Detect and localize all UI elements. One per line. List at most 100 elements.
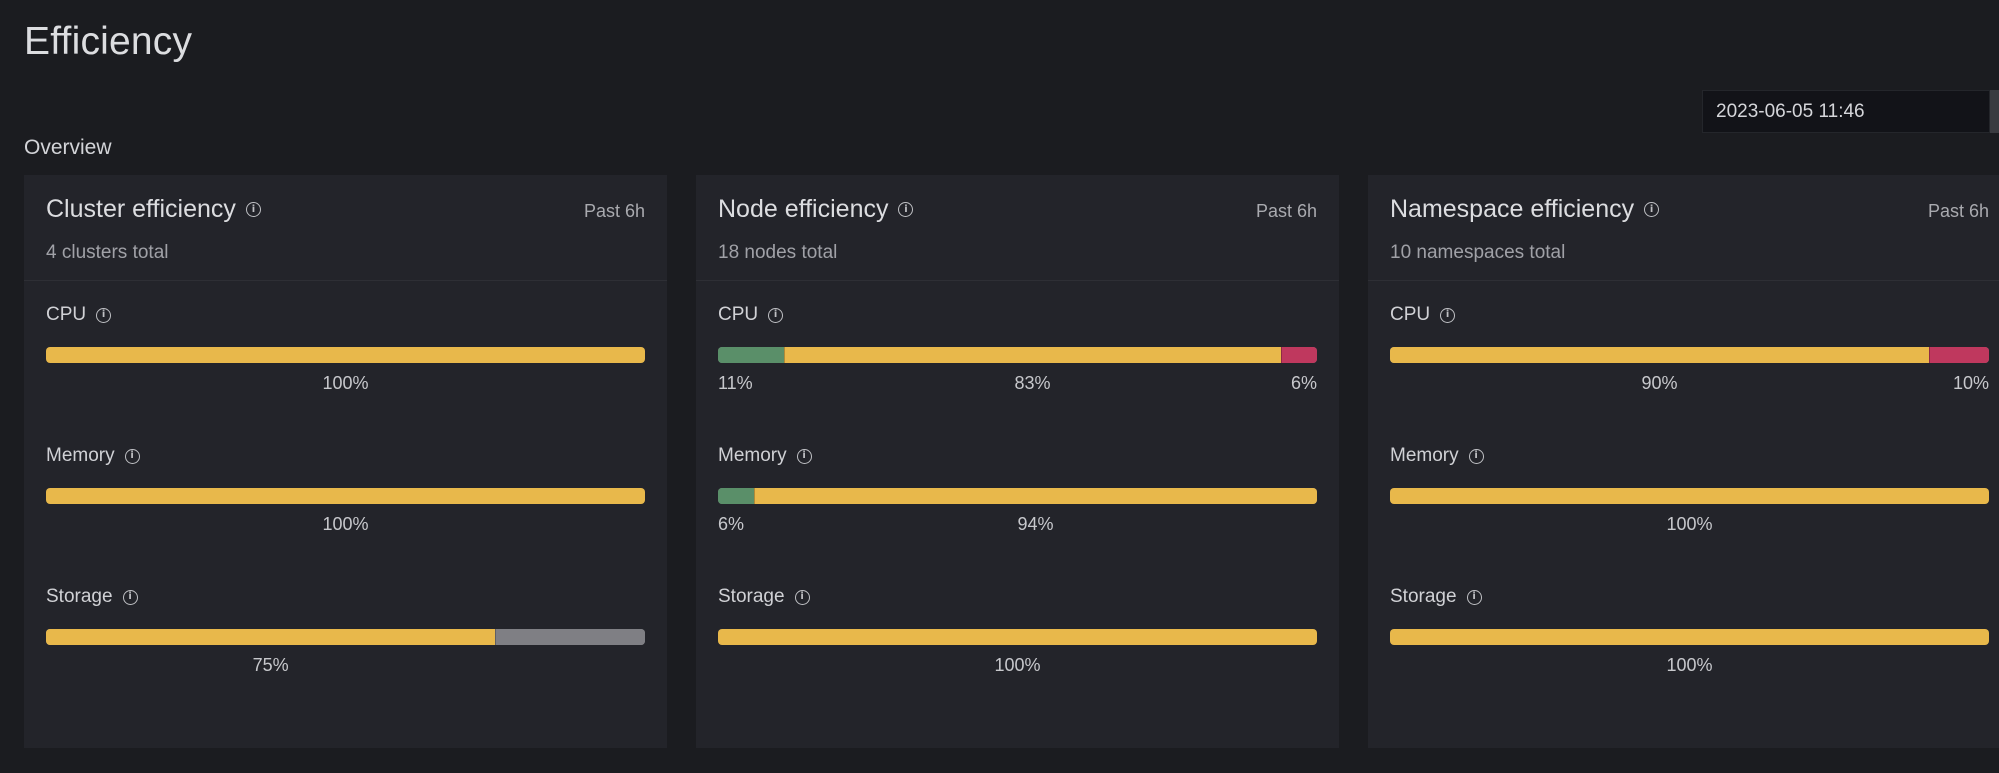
metric-label: Storage [718,586,785,607]
panel-header: Namespace efficiency i Past 6h 10 namesp… [1368,175,1999,281]
bar-labels: 100% [46,514,645,538]
panel-subtitle: 18 nodes total [718,242,838,263]
efficiency-bar [1390,347,1989,363]
panel-title: Cluster efficiency [46,195,236,223]
efficiency-bar [46,347,645,363]
segment-percent-label: 75% [252,655,289,675]
info-icon[interactable]: i [794,589,810,605]
bar-labels: 11% 83% 6% [718,373,1317,397]
segment-percent-label: 100% [1666,514,1713,534]
efficiency-bar [718,488,1317,504]
bar-segment-yellow[interactable] [1390,347,1930,363]
date-picker-button[interactable] [1990,90,1999,133]
segment-percent-label: 100% [322,514,369,534]
efficiency-bar [718,347,1317,363]
bar-labels: 100% [46,373,645,397]
metric-label-row: CPU i [718,303,1317,327]
bar-segment-yellow[interactable] [1390,629,1989,645]
segment-percent-label: 100% [1666,655,1713,675]
efficiency-panels: Cluster efficiency i Past 6h 4 clusters … [24,175,1999,748]
efficiency-bar [718,629,1317,645]
metric-label-row: Storage i [46,585,645,609]
bar-labels: 100% [1390,655,1989,679]
metric-label: Storage [46,586,113,607]
info-icon[interactable]: i [768,307,784,323]
bar-labels: 75% [46,655,645,679]
metric-label: CPU [1390,304,1431,325]
efficiency-bar [46,629,645,645]
segment-percent-label: 100% [322,373,369,393]
info-icon[interactable]: i [122,589,138,605]
segment-percent-label: 11% [718,373,753,393]
bar-segment-red[interactable] [1281,347,1317,363]
segment-percent-label: 10% [1952,373,1989,393]
bar-labels: 6% 94% [718,514,1317,538]
info-icon[interactable]: i [1440,307,1456,323]
bar-segment-yellow[interactable] [46,629,496,645]
segment-percent-label: 90% [1641,373,1678,393]
bar-segment-green[interactable] [718,488,754,504]
metric-storage: Storage i 100% [718,585,1317,679]
info-icon[interactable]: i [124,448,140,464]
metric-label-row: Memory i [718,444,1317,468]
metric-cpu: CPU i 90% 10% [1390,303,1989,397]
bar-labels: 100% [1390,514,1989,538]
metric-storage: Storage i 100% [1390,585,1989,679]
panel-header: Node efficiency i Past 6h 18 nodes total [696,175,1339,281]
bar-segment-yellow[interactable] [46,488,645,504]
panel-subtitle: 10 namespaces total [1390,242,1566,263]
panel-namespace-efficiency: Namespace efficiency i Past 6h 10 namesp… [1368,175,1999,748]
segment-percent-label: 6% [1290,373,1317,393]
metric-memory: Memory i 100% [1390,444,1989,538]
segment-percent-label: 6% [718,514,745,534]
bar-segment-yellow[interactable] [753,488,1317,504]
panel-title-row: Namespace efficiency i [1390,195,1660,224]
bar-segment-grey[interactable] [495,629,645,645]
metric-label-row: CPU i [46,303,645,327]
metric-storage: Storage i 75% [46,585,645,679]
panel-title: Node efficiency [718,195,889,223]
time-range-label: Past 6h [583,201,645,221]
info-icon[interactable]: i [898,202,914,217]
time-range-label: Past 6h [1927,201,1989,221]
panel-node-efficiency: Node efficiency i Past 6h 18 nodes total… [696,175,1339,748]
metric-cpu: CPU i 100% [46,303,645,397]
page-title: Efficiency [24,20,193,63]
bar-segment-yellow[interactable] [783,347,1282,363]
bar-segment-red[interactable] [1929,347,1989,363]
section-heading-overview: Overview [24,136,112,159]
segment-percent-label: 100% [994,655,1041,675]
info-icon[interactable]: i [245,202,261,217]
metric-label-row: Memory i [46,444,645,468]
metric-cpu: CPU i 11% 83% 6% [718,303,1317,397]
metric-memory: Memory i 100% [46,444,645,538]
metric-memory: Memory i 6% 94% [718,444,1317,538]
date-time-input[interactable]: 2023-06-05 11:46 [1702,90,1990,133]
segment-percent-label: 83% [1014,373,1051,393]
metric-label: CPU [46,304,87,325]
panel-subtitle: 4 clusters total [46,242,169,263]
panel-header: Cluster efficiency i Past 6h 4 clusters … [24,175,667,281]
bar-segment-yellow[interactable] [46,347,645,363]
panel-cluster-efficiency: Cluster efficiency i Past 6h 4 clusters … [24,175,667,748]
info-icon[interactable]: i [796,448,812,464]
metric-label-row: Storage i [718,585,1317,609]
info-icon[interactable]: i [96,307,112,323]
bar-segment-yellow[interactable] [718,629,1317,645]
info-icon[interactable]: i [1644,202,1660,217]
metric-label: Memory [718,445,787,466]
efficiency-bar [1390,629,1989,645]
efficiency-bar [46,488,645,504]
bar-labels: 100% [718,655,1317,679]
info-icon[interactable]: i [1466,589,1482,605]
panel-title: Namespace efficiency [1390,195,1635,223]
panel-title-row: Cluster efficiency i [46,195,261,224]
efficiency-bar [1390,488,1989,504]
metric-label-row: CPU i [1390,303,1989,327]
panel-title-row: Node efficiency i [718,195,914,224]
metric-label: Memory [46,445,115,466]
segment-percent-label: 94% [1017,514,1054,534]
info-icon[interactable]: i [1468,448,1484,464]
bar-segment-green[interactable] [718,347,784,363]
bar-segment-yellow[interactable] [1390,488,1989,504]
